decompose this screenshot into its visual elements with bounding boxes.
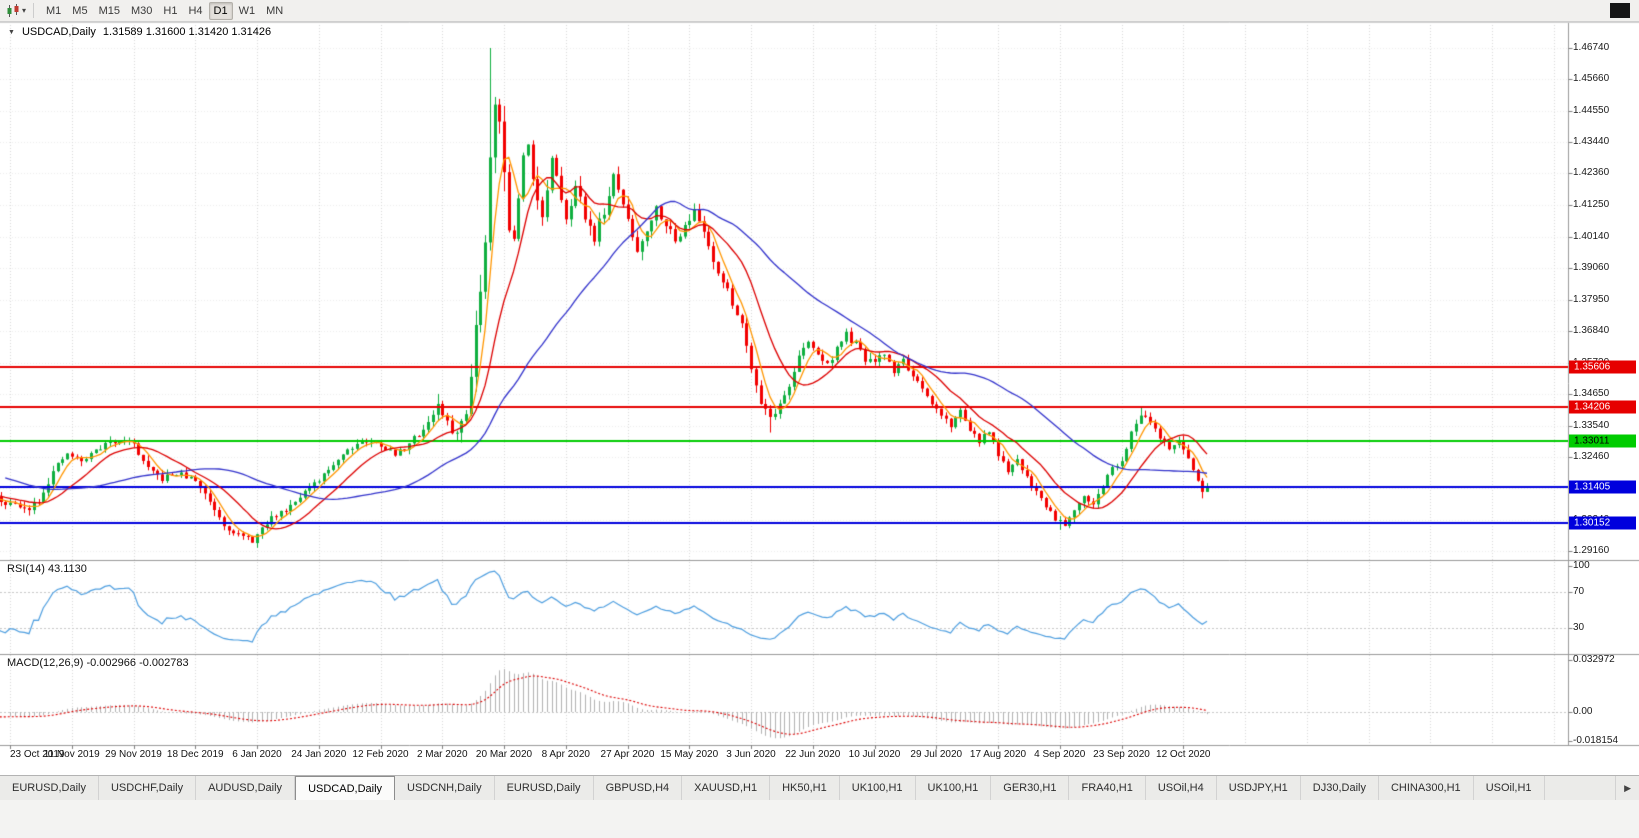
timeframe-button-m1[interactable]: M1 — [46, 4, 62, 17]
date-axis-label: 4 Sep 2020 — [1034, 749, 1086, 760]
chart-header: ▼ USDCAD,Daily 1.31589 1.31600 1.31420 1… — [8, 26, 271, 38]
chart-tab-gbpusd-h4[interactable]: GBPUSD,H4 — [594, 776, 683, 800]
chart-tab-audusd-daily[interactable]: AUDUSD,Daily — [196, 776, 296, 800]
chart-tab-ger30-h1[interactable]: GER30,H1 — [991, 776, 1070, 800]
chart-type-dropdown-icon[interactable]: ▾ — [22, 6, 27, 15]
top-toolbar: ▾ M1 M5 M15 M30 H1 H4 D1 W1 MN — [0, 0, 1639, 22]
date-axis-label: 24 Jan 2020 — [291, 749, 347, 760]
price-level-badge: 1.35606 — [1569, 360, 1636, 374]
chart-tab-usoil-h1[interactable]: USOil,H1 — [1474, 776, 1545, 800]
chart-tab-hk50-h1[interactable]: HK50,H1 — [770, 776, 840, 800]
chart-tab-eurusd-daily[interactable]: EURUSD,Daily — [495, 776, 594, 800]
chart-tab-uk100-h1[interactable]: UK100,H1 — [840, 776, 916, 800]
chart-tab-usdcnh-daily[interactable]: USDCNH,Daily — [395, 776, 495, 800]
timeframe-button-h1[interactable]: H1 — [163, 4, 178, 17]
timeframe-button-m30[interactable]: M30 — [130, 4, 153, 17]
price-level-badge: 1.30152 — [1569, 516, 1636, 530]
date-axis-label: 29 Nov 2019 — [105, 749, 162, 760]
price-axis-tick: 1.46740 — [1573, 42, 1610, 53]
price-axis-tick: 1.39060 — [1573, 261, 1610, 273]
date-axis-label: 8 Apr 2020 — [541, 749, 590, 760]
price-axis-tick: 1.36840 — [1573, 325, 1610, 337]
rsi-indicator-label: RSI(14) 43.1130 — [7, 563, 87, 575]
price-axis-tick: 1.43440 — [1573, 136, 1610, 148]
date-axis-label: 2 Mar 2020 — [416, 749, 468, 760]
window-control-button[interactable] — [1610, 3, 1630, 18]
chart-ohlc-quotes: 1.31589 1.31600 1.31420 1.31426 — [102, 26, 272, 38]
chart-tab-usoil-h4[interactable]: USOil,H4 — [1146, 776, 1217, 800]
timeframe-button-d1[interactable]: D1 — [208, 1, 233, 20]
rsi-axis-tick: 70 — [1573, 586, 1585, 598]
timeframe-button-h4[interactable]: H4 — [188, 4, 203, 17]
price-axis-tick: 1.42360 — [1573, 167, 1610, 179]
chart-tab-usdchf-daily[interactable]: USDCHF,Daily — [99, 776, 197, 800]
date-axis-label: 23 Sep 2020 — [1093, 749, 1150, 760]
macd-axis-tick: -0.018154 — [1573, 734, 1619, 746]
bottom-filler — [0, 800, 1639, 838]
chart-tab-china300-h1[interactable]: CHINA300,H1 — [1379, 776, 1474, 800]
date-axis-label: 15 May 2020 — [660, 749, 719, 760]
date-axis-label: 22 Jun 2020 — [785, 749, 841, 760]
price-level-badge: 1.31405 — [1569, 480, 1636, 494]
date-axis-label: 6 Jan 2020 — [232, 749, 282, 760]
chart-tab-xauusd-h1[interactable]: XAUUSD,H1 — [682, 776, 771, 800]
chart-title: USDCAD,Daily — [21, 26, 96, 38]
date-axis-label: 12 Feb 2020 — [352, 749, 409, 760]
price-axis-tick: 1.33540 — [1573, 419, 1610, 431]
date-axis-label: 18 Dec 2019 — [166, 749, 224, 760]
chart-tab-fra40-h1[interactable]: FRA40,H1 — [1069, 776, 1146, 800]
timeframe-button-m5[interactable]: M5 — [72, 4, 88, 17]
chart-tab-eurusd-daily[interactable]: EURUSD,Daily — [0, 776, 99, 800]
price-axis-tick: 1.40140 — [1573, 230, 1610, 242]
rsi-axis-tick: 100 — [1573, 560, 1590, 571]
price-axis-tick: 1.45660 — [1573, 72, 1610, 84]
date-axis-label: 11 Nov 2019 — [43, 749, 100, 760]
date-axis-label: 17 Aug 2020 — [969, 749, 1027, 760]
macd-indicator-label: MACD(12,26,9) -0.002966 -0.002783 — [7, 657, 189, 669]
date-axis-label: 23 Oct 2019 — [10, 749, 65, 760]
timeframe-button-m15[interactable]: M15 — [98, 4, 120, 17]
price-axis-tick: 1.29160 — [1573, 545, 1610, 556]
chart-tab-dj30-daily[interactable]: DJ30,Daily — [1301, 776, 1379, 800]
rsi-axis-tick: 30 — [1573, 621, 1585, 633]
price-axis-tick: 1.44550 — [1573, 104, 1610, 116]
macd-axis-tick: 0.00 — [1573, 706, 1593, 717]
timeframe-toolbar: M1 M5 M15 M30 H1 H4 D1 W1 MN — [41, 1, 288, 20]
chart-area: ▼ USDCAD,Daily 1.31589 1.31600 1.31420 1… — [0, 22, 1639, 775]
price-axis-tick: 1.34650 — [1573, 387, 1610, 399]
tab-bar: EURUSD,Daily USDCHF,Daily AUDUSD,Daily USDC… — [0, 775, 1639, 800]
price-axis-tick: 1.41250 — [1573, 199, 1610, 211]
date-axis-label: 29 Jul 2020 — [910, 749, 963, 760]
chart-type-icon[interactable] — [4, 2, 22, 20]
chart-tab-usdcad-daily[interactable]: USDCAD,Daily — [295, 776, 396, 800]
collapse-chart-icon[interactable]: ▼ — [8, 29, 15, 36]
timeframe-button-mn[interactable]: MN — [266, 4, 284, 17]
price-axis-tick: 1.32460 — [1573, 450, 1610, 462]
toolbar-separator — [33, 3, 35, 18]
timeframe-button-w1[interactable]: W1 — [238, 4, 256, 17]
chart-tab-uk100-h1[interactable]: UK100,H1 — [916, 776, 992, 800]
date-axis-label: 27 Apr 2020 — [600, 749, 655, 760]
date-axis-label: 12 Oct 2020 — [1156, 749, 1211, 760]
chart-tab-usdjpy-h1[interactable]: USDJPY,H1 — [1217, 776, 1301, 800]
price-level-badge: 1.34206 — [1569, 400, 1636, 414]
tab-scroll-right-icon[interactable]: ▶ — [1615, 776, 1639, 800]
price-level-badge: 1.33011 — [1569, 434, 1636, 448]
date-axis-label: 3 Jun 2020 — [726, 749, 776, 760]
date-axis-label: 10 Jul 2020 — [848, 749, 901, 760]
price-chart-canvas[interactable] — [0, 22, 1639, 775]
price-axis-tick: 1.37950 — [1573, 293, 1610, 305]
macd-axis-tick: 0.032972 — [1573, 653, 1615, 665]
date-axis-label: 20 Mar 2020 — [475, 749, 533, 760]
